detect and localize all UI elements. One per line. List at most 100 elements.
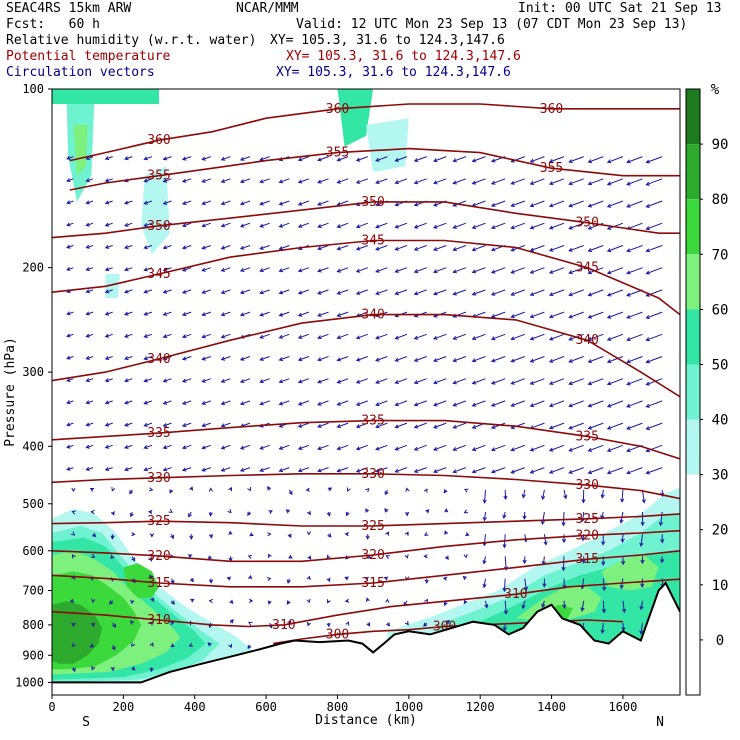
circulation-vector xyxy=(104,400,113,405)
circulation-vector xyxy=(640,556,645,565)
circulation-vector xyxy=(540,511,545,526)
circulation-vector xyxy=(201,156,211,161)
circulation-vector xyxy=(143,467,153,472)
circulation-vector xyxy=(110,666,115,672)
circulation-vector xyxy=(143,222,153,227)
circulation-vector xyxy=(404,554,409,559)
circulation-vector xyxy=(268,553,272,558)
circulation-vector xyxy=(306,598,311,604)
circulation-vector xyxy=(626,356,643,364)
circulation-vector xyxy=(645,333,663,342)
theta-contour xyxy=(52,201,680,239)
rh-region xyxy=(73,125,88,176)
circulation-vector xyxy=(510,356,525,363)
circulation-vector xyxy=(568,356,584,363)
theta-contour-label: 320 xyxy=(575,528,598,543)
circulation-vector xyxy=(563,489,568,500)
circulation-vector xyxy=(66,200,74,205)
circulation-vector xyxy=(503,600,509,615)
circulation-vector xyxy=(207,642,212,647)
circulation-vector xyxy=(529,245,545,252)
circulation-vector xyxy=(568,311,584,319)
x-tick-label: 1400 xyxy=(537,700,566,714)
circulation-vector xyxy=(626,311,643,319)
circulation-vector xyxy=(124,311,133,316)
circulation-vector xyxy=(189,486,194,491)
circulation-vector xyxy=(201,356,211,361)
circulation-vector xyxy=(278,444,290,450)
circulation-vector xyxy=(143,178,153,183)
circulation-vector xyxy=(71,487,76,493)
circulation-vector xyxy=(297,156,310,162)
circulation-vector xyxy=(620,534,625,544)
circulation-vector xyxy=(336,400,349,406)
circulation-vector xyxy=(503,489,508,501)
circulation-vector xyxy=(366,622,371,627)
x-left-end-label: S xyxy=(82,715,90,730)
circulation-vector xyxy=(85,244,94,249)
circulation-vector xyxy=(143,245,153,250)
circulation-vector xyxy=(445,620,451,625)
circulation-vector xyxy=(149,533,155,538)
circulation-vector xyxy=(626,267,643,275)
circulation-vector xyxy=(278,356,290,362)
circulation-vector xyxy=(220,267,231,272)
valid-time: Valid: 12 UTC Mon 23 Sep 13 (07 CDT Mon … xyxy=(296,17,688,32)
circulation-vector xyxy=(129,511,134,518)
circulation-vector xyxy=(375,444,388,451)
circulation-vector xyxy=(413,245,427,251)
theta-contour-label: 325 xyxy=(575,512,598,527)
circulation-vector xyxy=(502,578,507,593)
circulation-vector xyxy=(413,444,427,451)
circulation-vector xyxy=(433,378,447,385)
circulation-vector xyxy=(444,530,449,535)
circulation-vector xyxy=(267,532,272,537)
circulation-vector xyxy=(621,600,627,614)
circulation-vector xyxy=(71,622,76,627)
circulation-vector xyxy=(529,200,545,208)
circulation-vector xyxy=(568,289,584,297)
y-tick-label: 600 xyxy=(22,544,44,558)
colorbar-unit: % xyxy=(711,82,720,98)
circulation-vector xyxy=(259,222,270,228)
circulation-vector xyxy=(104,289,113,294)
rh-region xyxy=(105,274,120,298)
circulation-vector xyxy=(639,600,644,611)
circulation-vector xyxy=(626,200,643,208)
circulation-vector xyxy=(112,622,117,628)
circulation-vector xyxy=(147,509,153,515)
circulation-vector xyxy=(239,267,251,272)
circulation-vector xyxy=(510,467,525,474)
circulation-vector xyxy=(124,356,133,361)
circulation-vector xyxy=(529,333,545,341)
circulation-vector xyxy=(375,222,388,229)
circulation-vector xyxy=(482,534,487,547)
circulation-vector xyxy=(259,378,270,384)
circulation-vector xyxy=(297,422,310,428)
circulation-vector xyxy=(201,267,211,272)
circulation-vector xyxy=(91,622,96,628)
circulation-vector xyxy=(375,378,388,384)
circulation-vector xyxy=(490,356,506,363)
y-tick-label: 700 xyxy=(22,584,44,598)
circulation-vector xyxy=(404,531,409,536)
circulation-vector xyxy=(561,556,566,572)
colorbar-tick-label: 80 xyxy=(712,192,729,208)
circulation-vector xyxy=(85,200,94,205)
circulation-vector xyxy=(181,467,192,472)
circulation-vector xyxy=(169,489,174,494)
circulation-vector xyxy=(355,156,368,162)
circulation-vector xyxy=(336,333,349,340)
circulation-vector xyxy=(413,378,427,385)
circulation-vector xyxy=(384,508,389,513)
plot-frame xyxy=(51,88,681,696)
circulation-vector xyxy=(104,444,113,449)
circulation-vector xyxy=(326,577,331,583)
colorbar-tick-label: 90 xyxy=(712,137,729,153)
circulation-vector xyxy=(452,245,467,252)
circulation-vector xyxy=(425,509,430,514)
circulation-vector xyxy=(659,556,665,564)
circulation-vector xyxy=(471,289,486,296)
circulation-vector xyxy=(383,576,389,581)
circulation-vector xyxy=(394,267,408,273)
